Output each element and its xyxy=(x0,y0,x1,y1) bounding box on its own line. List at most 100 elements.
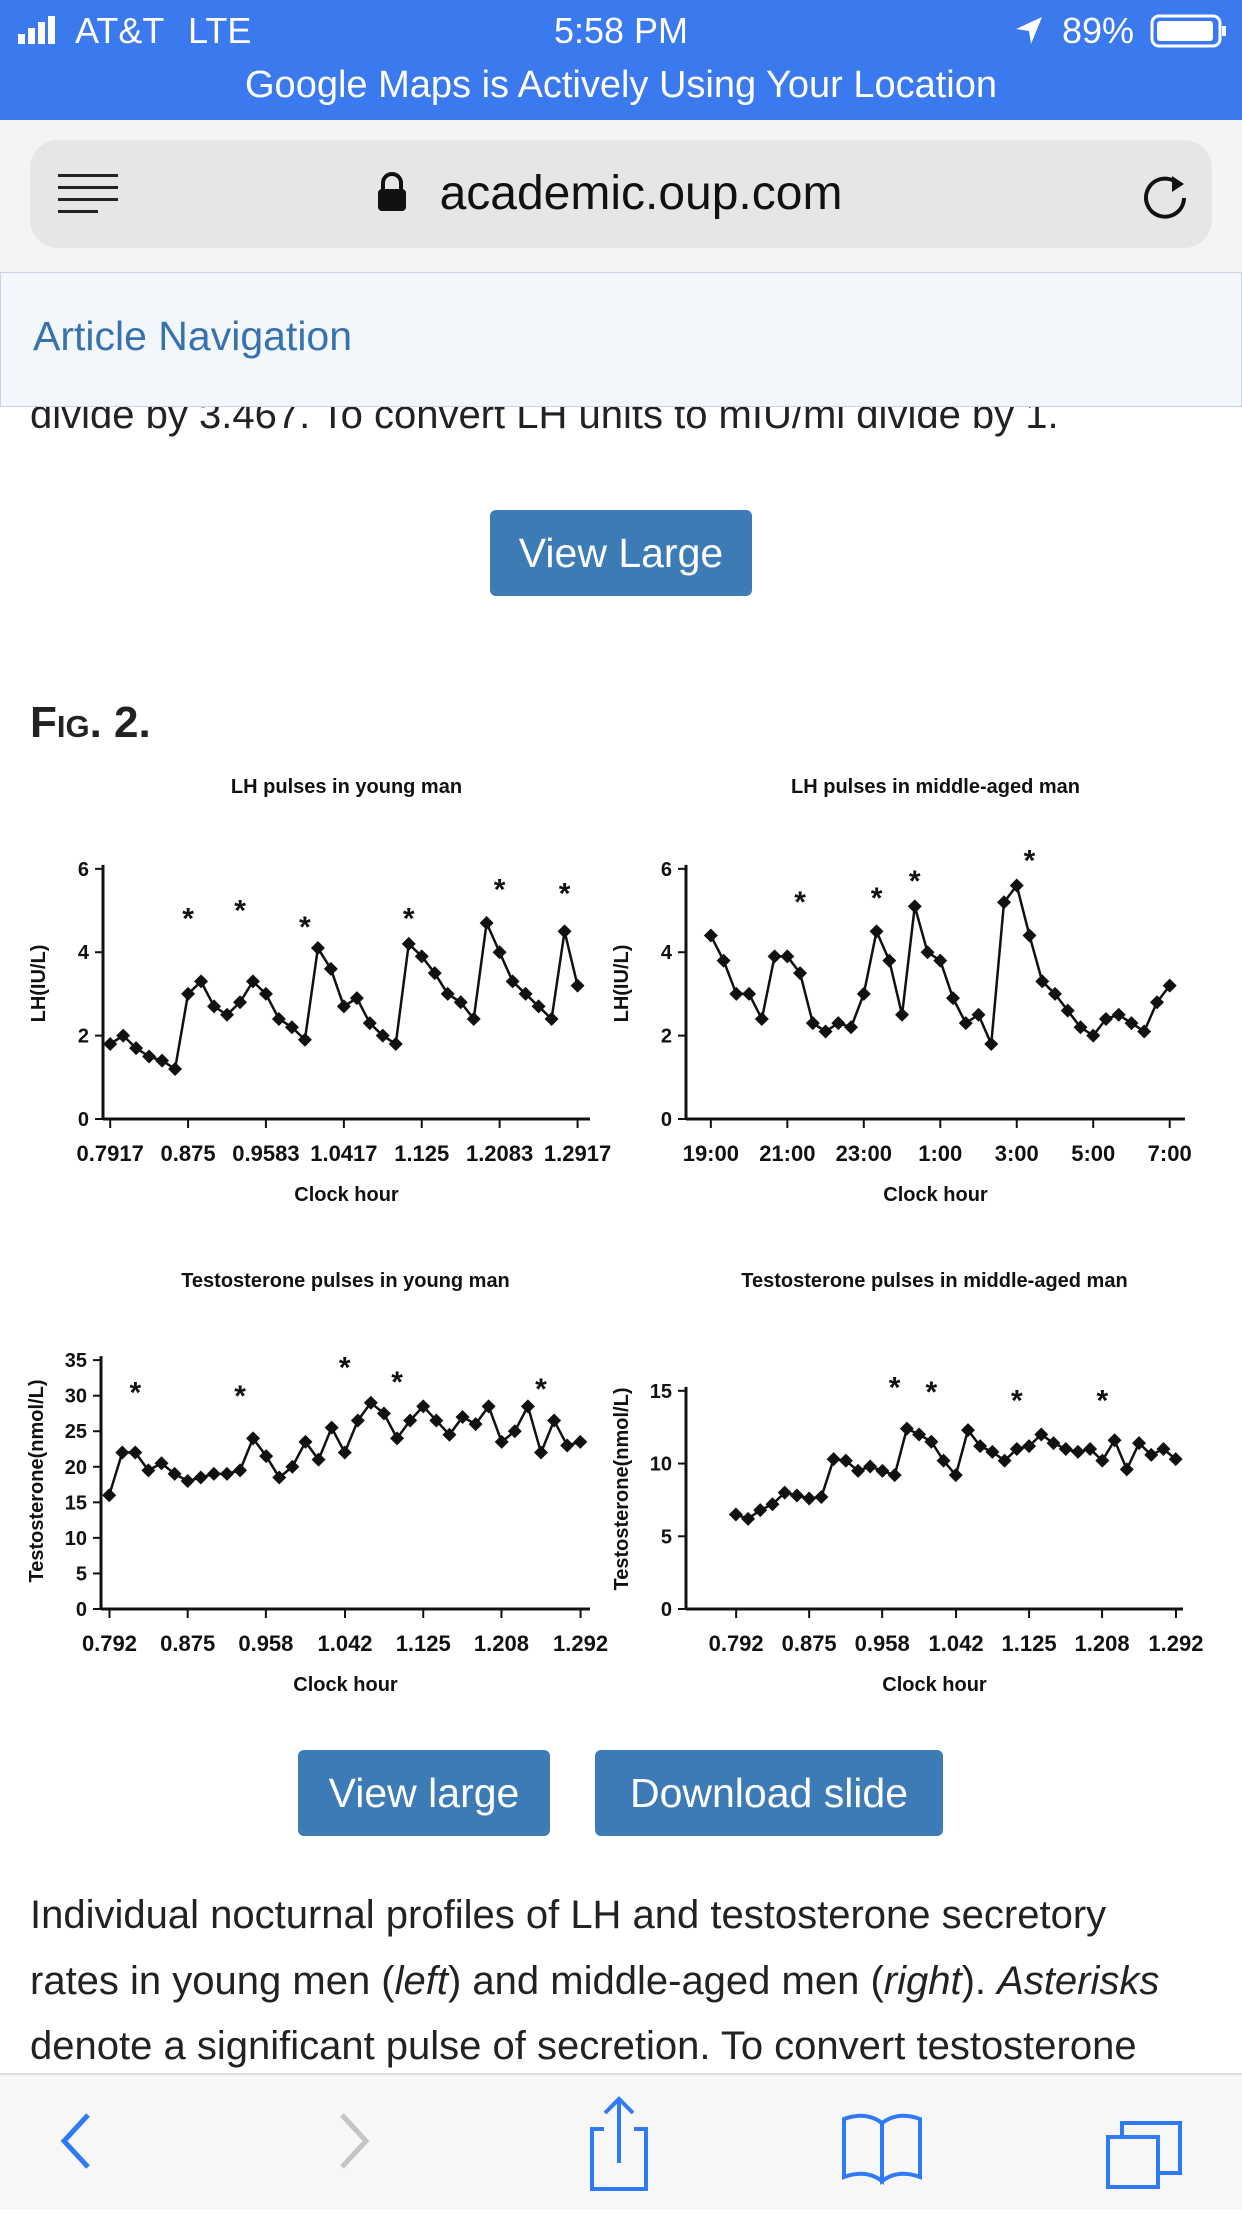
y-tick-label: 0 xyxy=(76,1599,87,1621)
pulse-asterisk: * xyxy=(1096,1385,1108,1418)
y-tick-label: 15 xyxy=(65,1492,87,1514)
y-tick-label: 0 xyxy=(661,1109,672,1131)
data-point xyxy=(297,1032,312,1047)
data-point xyxy=(427,966,442,981)
menu-icon[interactable] xyxy=(58,172,120,216)
y-tick-label: 10 xyxy=(65,1528,87,1550)
data-point xyxy=(363,1395,378,1410)
data-point xyxy=(818,1024,833,1039)
data-point xyxy=(1035,974,1050,989)
data-point xyxy=(1009,878,1024,893)
address-bar: academic.oup.com xyxy=(0,120,1242,272)
article-navigation[interactable]: Article Navigation xyxy=(0,272,1242,407)
y-tick-label: 0 xyxy=(661,1599,672,1621)
url-field[interactable]: academic.oup.com xyxy=(30,140,1212,248)
forward-button[interactable] xyxy=(340,2113,370,2169)
share-button[interactable] xyxy=(590,2096,648,2191)
data-point xyxy=(181,986,196,1001)
data-point xyxy=(1070,1444,1085,1459)
data-point xyxy=(1156,1442,1171,1456)
download-slide-button[interactable]: Download slide xyxy=(595,1750,943,1836)
data-point xyxy=(831,1016,846,1031)
carrier: AT&T xyxy=(75,10,165,51)
reload-icon[interactable] xyxy=(1140,168,1192,220)
data-point xyxy=(924,1434,939,1449)
data-point xyxy=(481,1399,496,1414)
location-banner[interactable]: Google Maps is Actively Using Your Locat… xyxy=(245,64,997,106)
data-point xyxy=(560,1438,575,1453)
data-point xyxy=(403,1413,418,1428)
data-point xyxy=(154,1456,169,1471)
data-point xyxy=(390,1431,405,1446)
caption-text: ) and middle-aged men ( xyxy=(448,1959,884,2003)
view-large-button[interactable]: View large xyxy=(298,1750,550,1836)
data-point xyxy=(933,953,948,968)
data-point xyxy=(505,974,520,989)
data-point xyxy=(455,1410,470,1424)
x-tick-label: 0.875 xyxy=(782,1631,837,1656)
data-point xyxy=(194,974,209,989)
chart-title: LH pulses in middle-aged man xyxy=(791,776,1080,798)
nav-label[interactable]: Article Navigation xyxy=(33,313,353,359)
data-point xyxy=(298,1434,313,1449)
y-tick-label: 35 xyxy=(65,1350,87,1372)
chart-title: Testosterone pulses in middle-aged man xyxy=(741,1270,1127,1292)
pulse-asterisk: * xyxy=(339,1352,351,1385)
caption-line: rates in young men (left) and middle-age… xyxy=(30,1959,1159,2004)
data-point xyxy=(895,1007,910,1022)
toolbar-icons xyxy=(60,2096,1182,2191)
x-tick-label: 19:00 xyxy=(683,1141,739,1166)
data-point xyxy=(129,1041,144,1056)
data-point xyxy=(388,1036,403,1051)
data-point xyxy=(141,1463,156,1478)
data-point xyxy=(754,1011,769,1026)
data-point xyxy=(142,1049,157,1064)
y-tick-label: 2 xyxy=(661,1026,672,1048)
back-button[interactable] xyxy=(60,2113,90,2169)
pulse-asterisk: * xyxy=(391,1366,403,1399)
data-point xyxy=(573,1434,588,1449)
data-point xyxy=(376,1406,391,1421)
x-tick-label: 1.292 xyxy=(1148,1631,1203,1656)
y-axis-label: LH(IU/L) xyxy=(28,945,50,1023)
caption-text: right xyxy=(883,1959,962,2003)
data-point xyxy=(920,945,935,960)
location-icon xyxy=(1016,17,1042,44)
pulse-asterisk: * xyxy=(234,894,246,927)
x-tick-label: 7:00 xyxy=(1148,1141,1192,1166)
data-point xyxy=(534,1445,549,1460)
data-point xyxy=(851,1463,866,1478)
y-axis-label: Testosterone(nmol/L) xyxy=(611,1388,633,1591)
pulse-asterisk: * xyxy=(1024,844,1036,877)
data-point xyxy=(544,1011,559,1026)
data-point xyxy=(753,1503,768,1518)
data-point xyxy=(349,991,364,1006)
x-tick-label: 0.958 xyxy=(855,1631,910,1656)
x-tick-label: 5:00 xyxy=(1071,1141,1115,1166)
data-point xyxy=(102,1488,117,1503)
x-tick-label: 1.292 xyxy=(553,1631,608,1656)
data-point xyxy=(1098,1011,1113,1026)
pulse-asterisk: * xyxy=(889,1372,901,1405)
caption-text: ). xyxy=(961,1959,998,2003)
x-axis-label: Clock hour xyxy=(882,1674,987,1696)
data-point xyxy=(233,1463,248,1478)
data-point xyxy=(362,1016,377,1031)
data-point xyxy=(1086,1028,1101,1043)
data-point xyxy=(323,961,338,976)
data-point xyxy=(557,924,572,939)
tabs-button[interactable] xyxy=(1106,2121,1182,2189)
x-tick-label: 0.875 xyxy=(160,1631,215,1656)
view-large-button[interactable]: View Large xyxy=(490,510,752,596)
data-point xyxy=(271,1011,286,1026)
data-point xyxy=(948,1468,963,1483)
data-point xyxy=(220,1007,235,1022)
data-point xyxy=(336,999,351,1014)
data-point xyxy=(416,1399,431,1414)
bookmarks-button[interactable] xyxy=(842,2113,922,2185)
data-point xyxy=(742,986,757,1001)
data-point xyxy=(869,924,884,939)
data-point xyxy=(1034,1427,1049,1442)
signal-icon xyxy=(18,16,55,44)
data-point xyxy=(946,991,961,1006)
